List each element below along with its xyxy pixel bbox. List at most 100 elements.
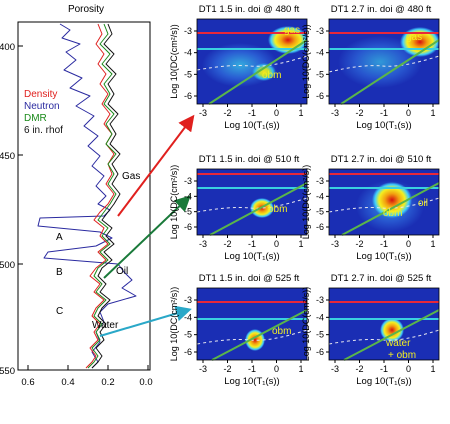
label-obm: obm [262,70,281,81]
fluid-label-oil: Oil [116,266,128,277]
y-tick-label: -3 [184,295,192,305]
y-axis-label: Log 10(DC(cm²/s)) [169,165,179,240]
y-tick-label: -4 [184,48,192,58]
y-axis-label: Log 10(DC(cm²/s)) [301,24,311,99]
green-line [340,39,440,105]
nmr-panel-4: DT1 2.7 in. doi @ 510 ft obm oil [328,154,440,236]
depth-tick-label: 500 [0,260,15,271]
panel-title: DT1 1.5 in. doi @ 525 ft [199,273,300,284]
x-tick-label: 1 [298,364,303,374]
y-tick-label: -5 [184,207,192,217]
legend-neutron: Neutron [24,101,60,112]
depth-tick-label: 550 [0,366,15,377]
green-line [211,309,308,361]
x-tick-label: -1 [248,108,256,118]
y-tick-label: -5 [316,207,324,217]
y-tick-label: -4 [184,312,192,322]
x-tick-label: 0 [274,239,279,249]
y-tick-label: -4 [316,191,324,201]
arrow-gas [117,114,195,217]
x-tick-label: -3 [331,364,339,374]
porosity-tick-label: 0.0 [139,377,152,388]
legend-dmr: DMR [24,113,47,124]
x-tick-label: -3 [199,239,207,249]
x-tick-label: -3 [199,108,207,118]
y-tick-label: -6 [184,222,192,232]
x-tick-label: 0 [406,108,411,118]
x-tick-label: -2 [355,364,363,374]
rhof-trace [91,23,121,369]
panel-axes: -3 -2 -1 0 1 Log 10(T₁(s)) -3 -4 -5 -6 Log 10(DC(c… [169,18,440,387]
x-axis-label: Log 10(T₁(s)) [224,251,279,262]
label-oil: oil [418,198,428,209]
x-tick-label: -2 [223,108,231,118]
plot-frame [328,18,440,105]
y-tick-label: -3 [184,176,192,186]
x-tick-label: -3 [331,108,339,118]
dashed-curve [196,329,308,345]
log-traces [37,23,137,369]
y-tick-label: -6 [316,347,324,357]
panel-title: DT1 2.7 in. doi @ 510 ft [331,154,432,165]
log-frame [17,21,151,371]
x-tick-label: 1 [430,364,435,374]
dmr-trace [87,23,117,369]
dashed-curve [328,197,440,213]
y-tick-label: -5 [316,69,324,79]
dashed-curve [328,55,440,73]
x-axis-label: Log 10(T₁(s)) [356,376,411,387]
plot-area [197,169,307,235]
label-gas: gas [406,32,422,43]
water-peak [380,318,404,342]
zone-label-a: A [56,232,63,243]
y-axis-label: Log 10(DC(cm²/s)) [301,287,311,362]
log-title: Porosity [68,4,104,15]
y-tick-label: -3 [316,176,324,186]
green-line [343,309,440,361]
panel-title: DT1 2.7 in. doi @ 480 ft [331,4,432,15]
y-tick-label: -6 [316,91,324,101]
x-tick-label: -1 [248,239,256,249]
porosity-tick-label: 0.4 [61,377,74,388]
nmr-panel-6: DT1 2.7 in. doi @ 525 ft water + obm [328,273,440,361]
label-obm: obm [268,204,287,215]
oil-obm-peak [372,182,412,218]
panel-title: DT1 2.7 in. doi @ 525 ft [331,273,432,284]
x-tick-label: 1 [430,108,435,118]
x-tick-label: -1 [248,364,256,374]
y-tick-label: -6 [184,91,192,101]
x-tick-label: -2 [223,364,231,374]
y-tick-label: -5 [316,330,324,340]
panel-title: DT1 1.5 in. doi @ 480 ft [199,4,300,15]
green-line [209,182,308,236]
x-tick-label: 0 [274,364,279,374]
label-obm: obm [383,208,402,219]
x-tick-label: -1 [380,239,388,249]
x-tick-label: 1 [430,239,435,249]
plot-frame [196,168,308,236]
y-tick-label: -4 [184,191,192,201]
depth-tick-label: 400 [0,42,15,53]
porosity-log: Porosity 400 450 500 550 0.6 0.4 0.2 0.0 [0,4,153,388]
x-tick-label: 1 [298,108,303,118]
x-tick-label: -2 [355,108,363,118]
porosity-tick-label: 0.6 [21,377,34,388]
x-tick-label: 0 [274,108,279,118]
arrow-water [99,305,192,337]
depth-tick-label: 450 [0,151,15,162]
plot-frame [196,18,308,105]
dashed-curve [196,55,308,71]
y-tick-label: -6 [316,222,324,232]
y-tick-label: -3 [316,26,324,36]
x-axis-label: Log 10(T₁(s)) [356,120,411,131]
y-tick-label: -5 [184,330,192,340]
plot-frame [328,168,440,236]
x-tick-label: 0 [406,364,411,374]
fluid-label-gas: Gas [122,171,140,182]
panel-title: DT1 1.5 in. doi @ 510 ft [199,154,300,165]
legend-density: Density [24,89,57,100]
green-line [341,182,440,236]
log-legend: Density Neutron DMR 6 in. rhof [24,89,63,136]
legend-rhof: 6 in. rhof [24,125,63,136]
